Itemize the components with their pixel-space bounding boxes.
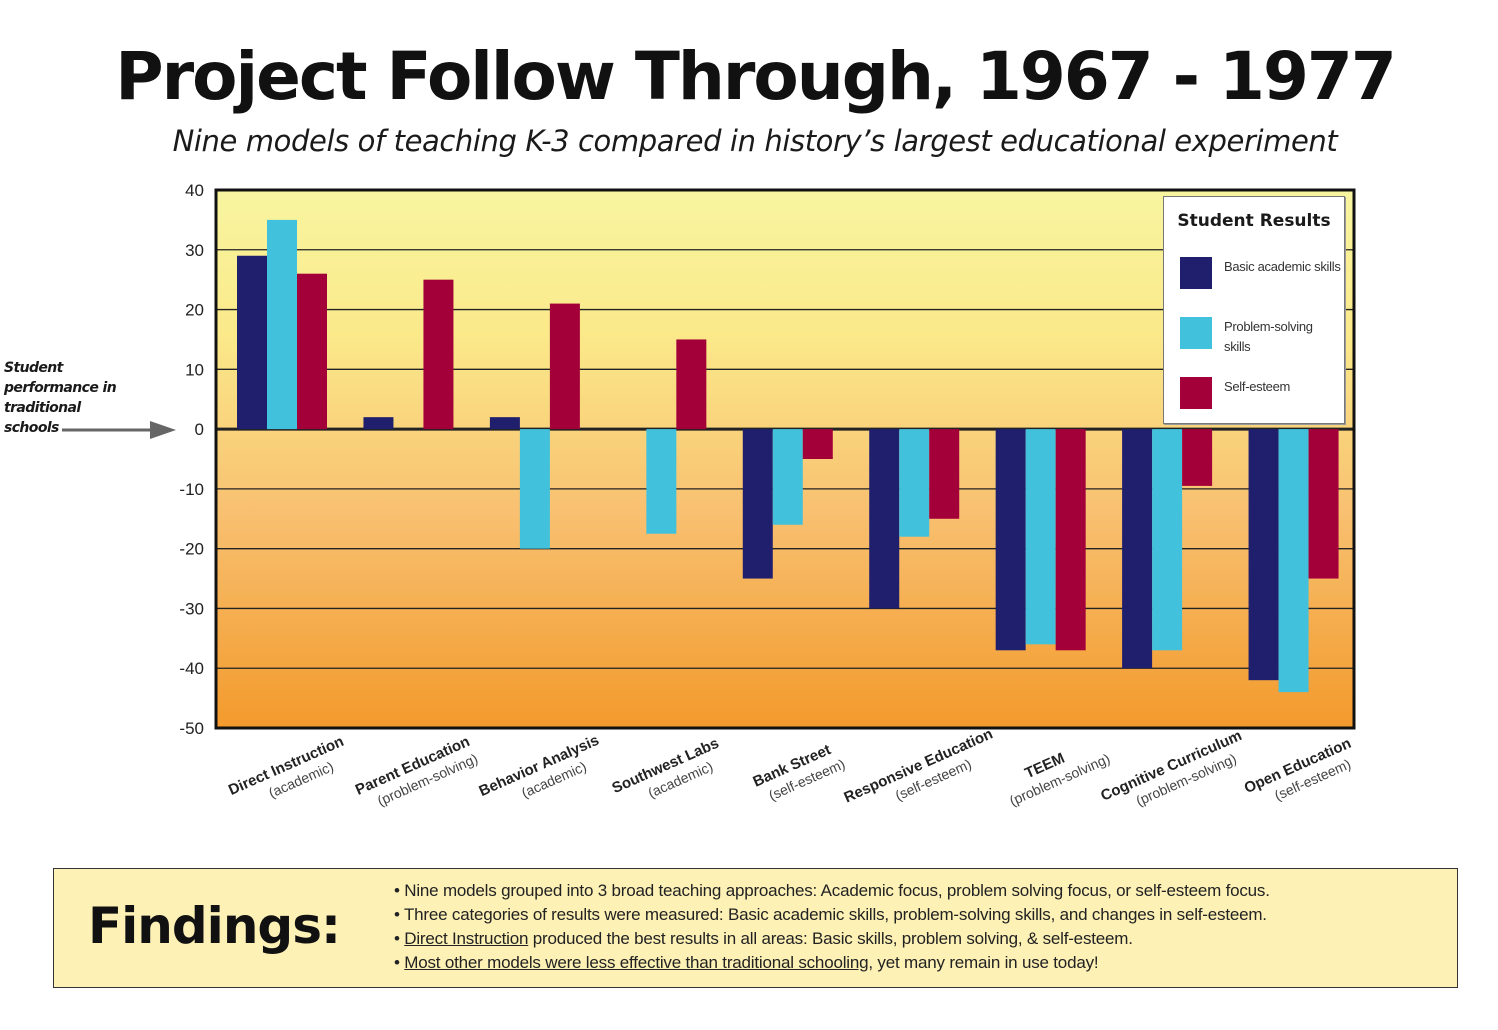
legend-swatch-esteem: [1180, 377, 1212, 409]
bar: [802, 429, 833, 459]
bar: [676, 339, 707, 430]
bar: [995, 429, 1026, 651]
y-tick-label: 0: [195, 420, 204, 439]
bar: [929, 429, 960, 519]
bar: [297, 273, 327, 430]
findings-box: Findings: • Nine models grouped into 3 b…: [53, 868, 1458, 988]
y-tick-label: -10: [179, 480, 204, 499]
y-tick-label: -50: [179, 719, 204, 738]
x-tick-label: Open Education(self-esteem): [1242, 735, 1354, 804]
bar: [489, 417, 520, 430]
legend-item-basic: Basic academic skills: [1180, 257, 1341, 297]
y-tick-label: -40: [179, 659, 204, 678]
y-tick-label: 20: [185, 301, 204, 320]
legend-label-problem: Problem-solving skills: [1224, 319, 1313, 354]
finding-item: • Most other models were less effective …: [394, 953, 1099, 972]
x-tick-label: Responsive Education(self-esteem): [841, 725, 995, 806]
legend-title: Student Results: [1177, 211, 1331, 231]
x-tick-label: Parent Education(problem-solving): [353, 733, 480, 809]
bar: [1055, 429, 1086, 651]
bar: [869, 429, 900, 609]
chart-title: Project Follow Through, 1967 - 1977: [115, 38, 1397, 115]
bar: [742, 429, 773, 579]
bar: [363, 417, 394, 430]
bar: [1152, 429, 1183, 651]
bar: [646, 429, 677, 534]
bar-chart: 40 30 20 10 0 -10 -20 -30 -40 -50 Direct Instruct…: [62, 181, 1356, 809]
y-tick-label: 30: [185, 241, 204, 260]
legend: Student Results Basic academic skills Pr…: [1163, 196, 1345, 424]
bar: [519, 429, 550, 549]
legend-swatch-problem: [1180, 317, 1212, 349]
legend-item-problem: Problem-solving skills: [1180, 317, 1340, 357]
baseline-annotation: Student performance in traditional schoo…: [4, 360, 117, 436]
bar: [1025, 429, 1056, 645]
y-tick-label: 10: [185, 360, 204, 379]
baseline-arrow: [62, 421, 176, 439]
findings-heading: Findings:: [88, 897, 341, 955]
plot-frame: [214, 188, 1356, 730]
finding-item: • Nine models grouped into 3 broad teach…: [394, 881, 1270, 900]
x-tick-label: Cognitive Curriculum(problem-solving): [1098, 727, 1244, 809]
y-tick-label: 40: [185, 181, 204, 200]
legend-label-basic: Basic academic skills: [1224, 259, 1341, 274]
finding-item: • Three categories of results were measu…: [394, 905, 1267, 924]
bar: [237, 255, 267, 430]
bar: [1248, 429, 1279, 681]
bar: [899, 429, 930, 537]
finding-emphasis: Direct Instruction: [404, 929, 529, 948]
bar: [1278, 429, 1309, 693]
bar: [549, 303, 580, 430]
bar: [423, 279, 454, 430]
legend-item-esteem: Self-esteem: [1180, 377, 1340, 417]
finding-emphasis: Most other models were less effective th…: [404, 953, 869, 972]
bar: [1308, 429, 1339, 579]
bar: [1122, 429, 1153, 669]
bar: [1182, 429, 1213, 486]
chart-subtitle: Nine models of teaching K-3 compared in …: [172, 124, 1338, 158]
x-tick-label: Bank Street(self-esteem): [750, 741, 847, 803]
findings-list: • Nine models grouped into 3 broad teach…: [394, 879, 1454, 975]
finding-item: • Direct Instruction produced the best r…: [394, 929, 1133, 948]
bar: [772, 429, 803, 525]
bar: [267, 219, 297, 430]
legend-label-esteem: Self-esteem: [1224, 379, 1291, 394]
x-tick-label: Direct Instruction(academic): [226, 733, 346, 801]
x-tick-label: Southwest Labs(academic): [610, 735, 722, 801]
x-tick-label: TEEM(problem-solving): [1007, 750, 1112, 809]
x-tick-label: Behavior Analysis(academic): [476, 732, 601, 801]
y-tick-label: -20: [179, 540, 204, 559]
legend-swatch-basic: [1180, 257, 1212, 289]
y-tick-label: -30: [179, 599, 204, 618]
